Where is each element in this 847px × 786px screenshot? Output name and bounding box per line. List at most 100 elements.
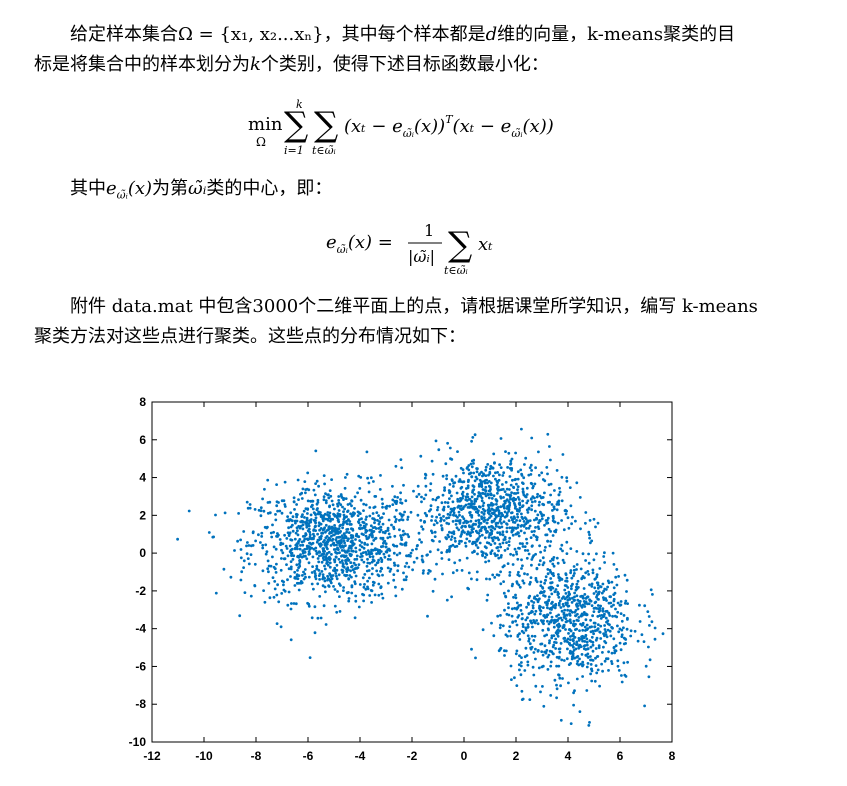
scatter-point (546, 568, 550, 571)
scatter-point (323, 576, 326, 580)
scatter-point (392, 551, 396, 555)
y-tick-label: 4 (139, 471, 146, 485)
scatter-point (372, 480, 375, 483)
scatter-point (539, 584, 543, 588)
scatter-point (389, 567, 393, 571)
scatter-point (572, 642, 576, 645)
scatter-point (603, 628, 607, 631)
scatter-point (382, 552, 386, 556)
scatter-point (589, 663, 593, 666)
eq2-numerator: 1 (424, 221, 434, 240)
scatter-point (350, 591, 354, 595)
scatter-point (365, 450, 369, 454)
scatter-point (381, 596, 385, 600)
scatter-point (543, 634, 546, 638)
scatter-point (516, 515, 520, 519)
scatter-point (546, 602, 549, 605)
scatter-point (489, 481, 493, 485)
scatter-point (613, 651, 616, 655)
p1-line1-prefix: 给定样本集合Ω = {x₁, x₂...xₙ}，其中每个样本都是 (70, 24, 486, 45)
scatter-point (536, 492, 539, 496)
scatter-point (314, 516, 318, 520)
scatter-point (605, 599, 608, 602)
scatter-point (547, 595, 551, 599)
scatter-point (276, 509, 279, 513)
scatter-point (319, 513, 323, 517)
scatter-point (338, 560, 342, 564)
scatter-point (593, 625, 597, 629)
scatter-point (565, 476, 569, 480)
scatter-point (345, 472, 349, 476)
scatter-point (555, 556, 559, 560)
scatter-point (324, 492, 327, 495)
scatter-point (555, 614, 558, 618)
scatter-point (489, 543, 493, 546)
scatter-point (472, 462, 475, 465)
scatter-point (525, 501, 529, 505)
scatter-point (609, 634, 613, 638)
scatter-point (558, 676, 562, 680)
scatter-point (596, 623, 600, 626)
scatter-point (316, 512, 320, 516)
scatter-point (309, 518, 313, 521)
scatter-point (341, 523, 345, 527)
scatter-point (349, 569, 352, 573)
scatter-point (551, 562, 555, 566)
scatter-point (595, 607, 598, 610)
scatter-point (298, 560, 302, 564)
scatter-point (584, 571, 588, 575)
scatter-point (603, 612, 606, 616)
scatter-point (504, 450, 507, 453)
scatter-point (440, 501, 444, 505)
scatter-point (549, 493, 552, 497)
scatter-point (601, 582, 605, 586)
scatter-point (571, 515, 574, 519)
scatter-point (492, 503, 495, 506)
scatter-point (526, 511, 530, 514)
scatter-point (564, 512, 568, 516)
scatter-point (302, 509, 306, 513)
scatter-point (520, 689, 524, 693)
scatter-point (448, 483, 452, 486)
eq1-sum-sign-1: ∑ (284, 105, 308, 145)
scatter-point (500, 522, 503, 525)
scatter-point (313, 631, 317, 635)
scatter-point (640, 633, 644, 637)
scatter-point (530, 563, 533, 567)
scatter-point (465, 556, 469, 560)
scatter-point (344, 535, 348, 539)
scatter-point (233, 549, 236, 552)
scatter-point (444, 462, 448, 466)
scatter-point (535, 536, 539, 539)
scatter-point (466, 520, 470, 524)
scatter-point (520, 472, 523, 476)
scatter-point (517, 531, 520, 535)
scatter-point (497, 538, 500, 542)
scatter-point (454, 539, 457, 543)
scatter-point (543, 581, 546, 585)
scatter-point (358, 518, 361, 521)
scatter-point (292, 554, 296, 558)
scatter-point (549, 581, 553, 585)
scatter-point (530, 508, 533, 512)
scatter-point (520, 515, 524, 519)
scatter-point (294, 543, 298, 547)
scatter-point (275, 483, 278, 486)
scatter-point (595, 552, 598, 556)
scatter-point (575, 568, 578, 571)
scatter-point (612, 645, 616, 649)
scatter-point (487, 496, 491, 500)
scatter-point (509, 497, 512, 501)
scatter-point (261, 543, 265, 547)
scatter-point (445, 516, 448, 520)
scatter-point (293, 570, 297, 574)
scatter-point (379, 566, 383, 570)
scatter-point (378, 488, 382, 491)
scatter-point (499, 437, 503, 440)
scatter-point (534, 526, 537, 529)
scatter-point (560, 658, 564, 662)
scatter-point (322, 604, 326, 608)
scatter-point (616, 659, 620, 663)
scatter-point (538, 606, 541, 610)
scatter-point (295, 515, 298, 519)
